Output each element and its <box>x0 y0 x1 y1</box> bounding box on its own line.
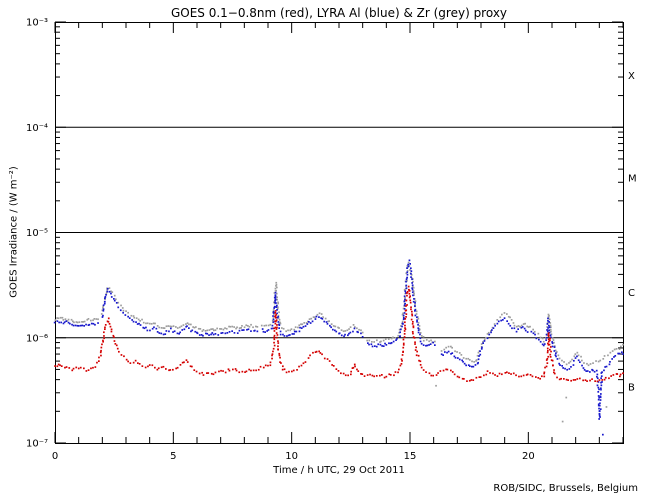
y-tick-label: 10⁻⁶ <box>26 333 48 344</box>
x-tick-label: 5 <box>170 451 176 462</box>
y-tick-label: 10⁻⁵ <box>26 228 48 239</box>
x-axis-title: Time / h UTC, 29 Oct 2011 <box>273 465 405 476</box>
flare-class-label-X: X <box>628 71 635 82</box>
x-tick-label: 15 <box>404 451 417 462</box>
flare-class-label-M: M <box>628 173 637 184</box>
flare-class-label-B: B <box>628 383 635 394</box>
x-tick-label: 20 <box>522 451 535 462</box>
x-tick-label: 0 <box>52 451 58 462</box>
y-tick-label: 10⁻³ <box>26 18 48 29</box>
x-tick-label: 10 <box>285 451 298 462</box>
chart-title: GOES 0.1−0.8nm (red), LYRA Al (blue) & Z… <box>170 6 508 20</box>
y-tick-label: 10⁻⁴ <box>26 123 48 134</box>
y-tick-label: 10⁻⁷ <box>26 439 48 450</box>
credit-text: ROB/SIDC, Brussels, Belgium <box>493 483 638 494</box>
flare-class-label-C: C <box>628 288 635 299</box>
